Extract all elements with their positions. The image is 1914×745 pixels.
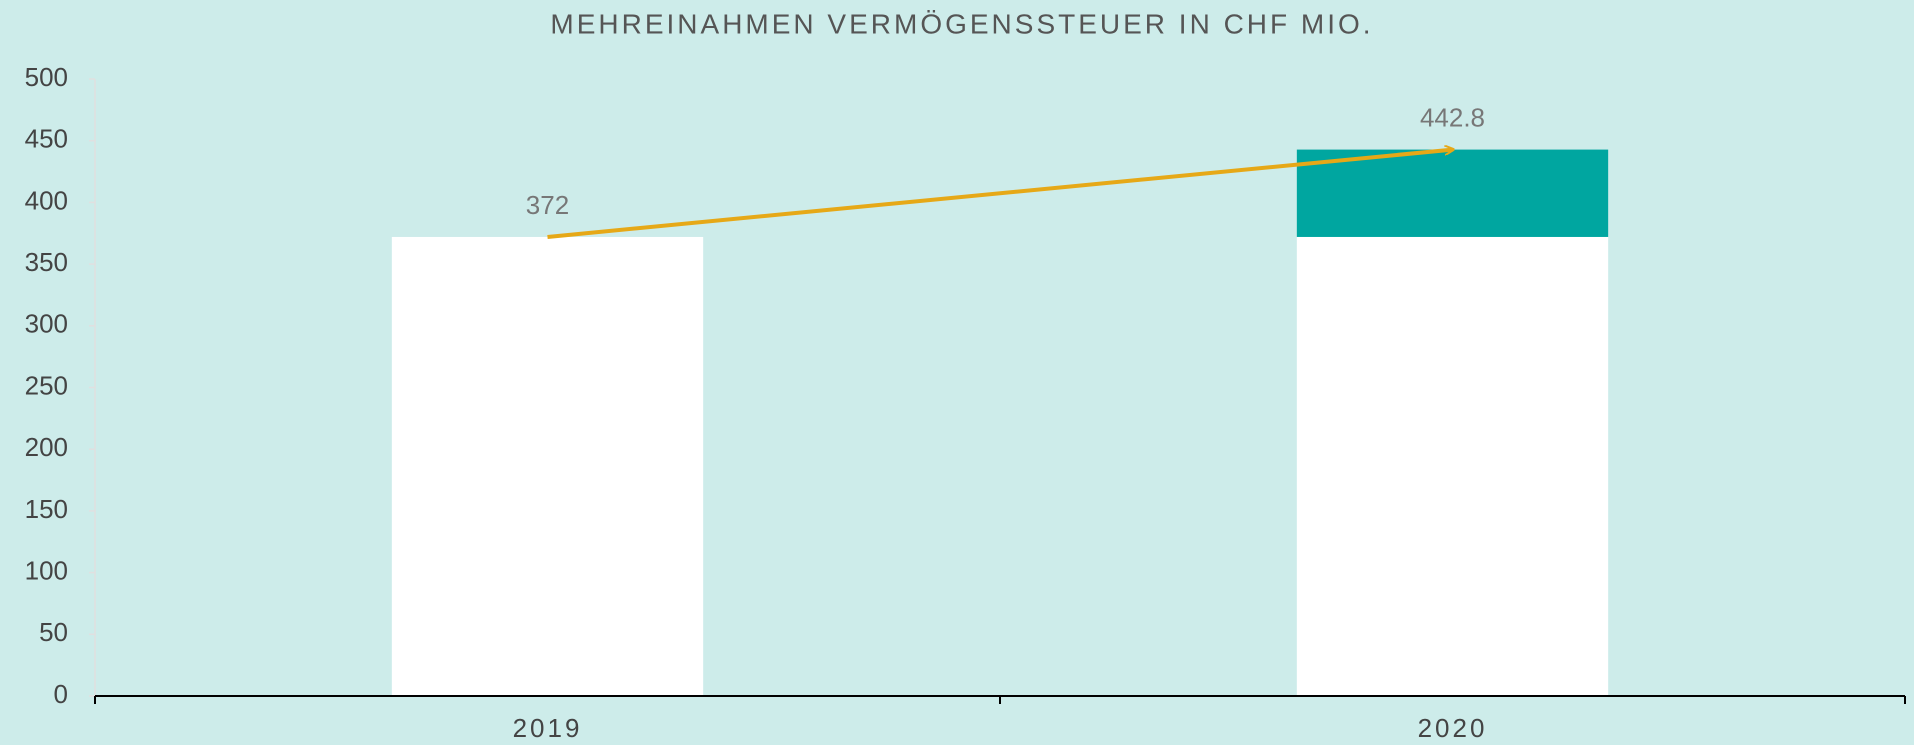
y-tick-label: 100 — [25, 555, 68, 585]
y-tick-label: 350 — [25, 247, 68, 277]
y-tick-label: 450 — [25, 124, 68, 154]
trend-arrow — [547, 150, 1453, 239]
bar-segment — [391, 236, 704, 696]
data-label: 372 — [526, 190, 569, 220]
y-tick-label: 50 — [39, 617, 68, 647]
bar-segment — [1296, 236, 1609, 696]
y-tick-label: 250 — [25, 370, 68, 400]
y-tick-label: 400 — [25, 185, 68, 215]
bar-segment — [1296, 149, 1609, 237]
y-tick-label: 300 — [25, 309, 68, 339]
y-tick-label: 150 — [25, 494, 68, 524]
y-tick-label: 200 — [25, 432, 68, 462]
x-tick-label: 2020 — [1418, 713, 1488, 743]
x-tick-label: 2019 — [513, 713, 583, 743]
data-label: 442.8 — [1420, 102, 1485, 132]
chart-title: MEHREINAHMEN VERMÖGENSSTEUER IN CHF MIO. — [550, 8, 1373, 39]
y-tick-label: 0 — [54, 679, 68, 709]
y-tick-label: 500 — [25, 62, 68, 92]
